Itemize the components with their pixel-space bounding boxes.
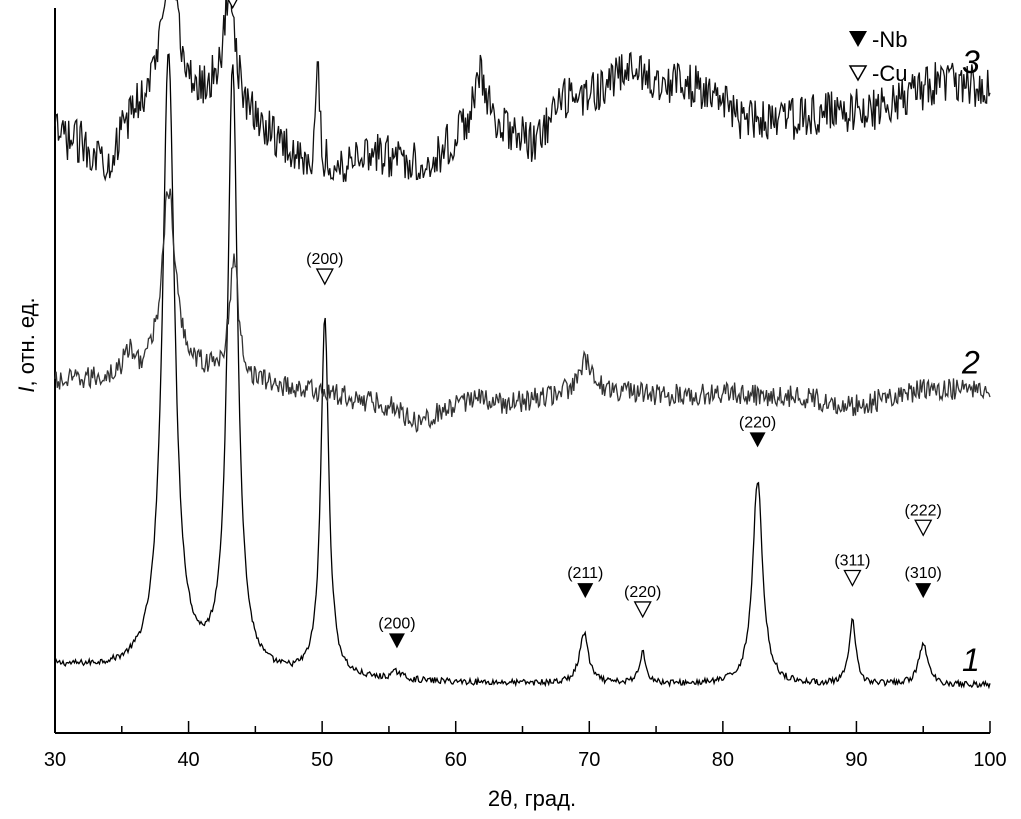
peak-label-cu: (311) xyxy=(834,553,871,587)
x-tick-label: 80 xyxy=(712,749,734,771)
x-ticks: 30 40 50 60 70 80 90 100 xyxy=(44,721,1007,771)
peak-hkl-label: (220) xyxy=(624,584,661,601)
x-tick-label: 40 xyxy=(177,749,199,771)
x-tick-label: 70 xyxy=(578,749,600,771)
curve-number-2: 2 xyxy=(961,344,980,380)
peak-label-nb: (220) xyxy=(739,414,776,448)
curve-number-3: 3 xyxy=(962,44,980,80)
xrd-curve-1 xyxy=(54,53,991,690)
filled-triangle-icon xyxy=(749,432,766,448)
legend: -Nb -Cu xyxy=(848,27,907,86)
legend-label-cu: -Cu xyxy=(872,61,907,86)
peak-hkl-label: (311) xyxy=(834,553,870,570)
peak-hkl-label: (211) xyxy=(567,565,603,582)
peak-hkl-label: (222) xyxy=(905,502,942,519)
peak-label-cu: (200) xyxy=(306,251,343,286)
peak-markers: (110)(111)(200)(200)(211)(220)(220)(311)… xyxy=(227,0,942,649)
legend-item-nb: -Nb xyxy=(849,27,907,52)
open-triangle-icon xyxy=(633,601,652,619)
y-axis-title: I, отн. ед. xyxy=(14,297,39,392)
open-triangle-icon xyxy=(843,569,862,587)
open-triangle-icon xyxy=(315,268,334,286)
peak-hkl-label: (200) xyxy=(306,251,343,268)
filled-triangle-icon xyxy=(915,583,932,599)
peak-hkl-label: (220) xyxy=(739,414,776,431)
open-triangle-icon xyxy=(227,0,238,10)
peak-label-cu: (111) xyxy=(227,0,238,10)
filled-triangle-icon xyxy=(388,633,405,649)
curve-number-1: 1 xyxy=(962,642,980,678)
filled-triangle-icon xyxy=(849,31,867,47)
xrd-curve-3 xyxy=(54,0,991,183)
peak-label-nb: (211) xyxy=(567,565,603,599)
legend-item-cu: -Cu xyxy=(848,61,907,86)
filled-triangle-icon xyxy=(577,583,594,599)
legend-label-nb: -Nb xyxy=(872,27,907,52)
x-tick-label: 100 xyxy=(973,749,1006,771)
open-triangle-icon xyxy=(848,65,868,82)
x-tick-label: 60 xyxy=(445,749,467,771)
x-tick-label: 30 xyxy=(44,749,66,771)
open-triangle-icon xyxy=(914,519,933,537)
x-tick-label: 90 xyxy=(845,749,867,771)
peak-label-cu: (222) xyxy=(905,502,942,537)
series-layer xyxy=(54,0,991,690)
x-axis-title: 2θ, град. xyxy=(488,786,576,811)
peak-label-nb: (310) xyxy=(905,565,942,599)
peak-label-cu: (220) xyxy=(624,584,661,619)
peak-hkl-label: (310) xyxy=(905,565,942,582)
peak-label-nb: (200) xyxy=(378,615,416,649)
xrd-curve-2 xyxy=(54,188,991,433)
x-tick-label: 50 xyxy=(311,749,333,771)
peak-hkl-label: (200) xyxy=(378,615,415,632)
curve-labels: 1 2 3 xyxy=(961,44,980,678)
